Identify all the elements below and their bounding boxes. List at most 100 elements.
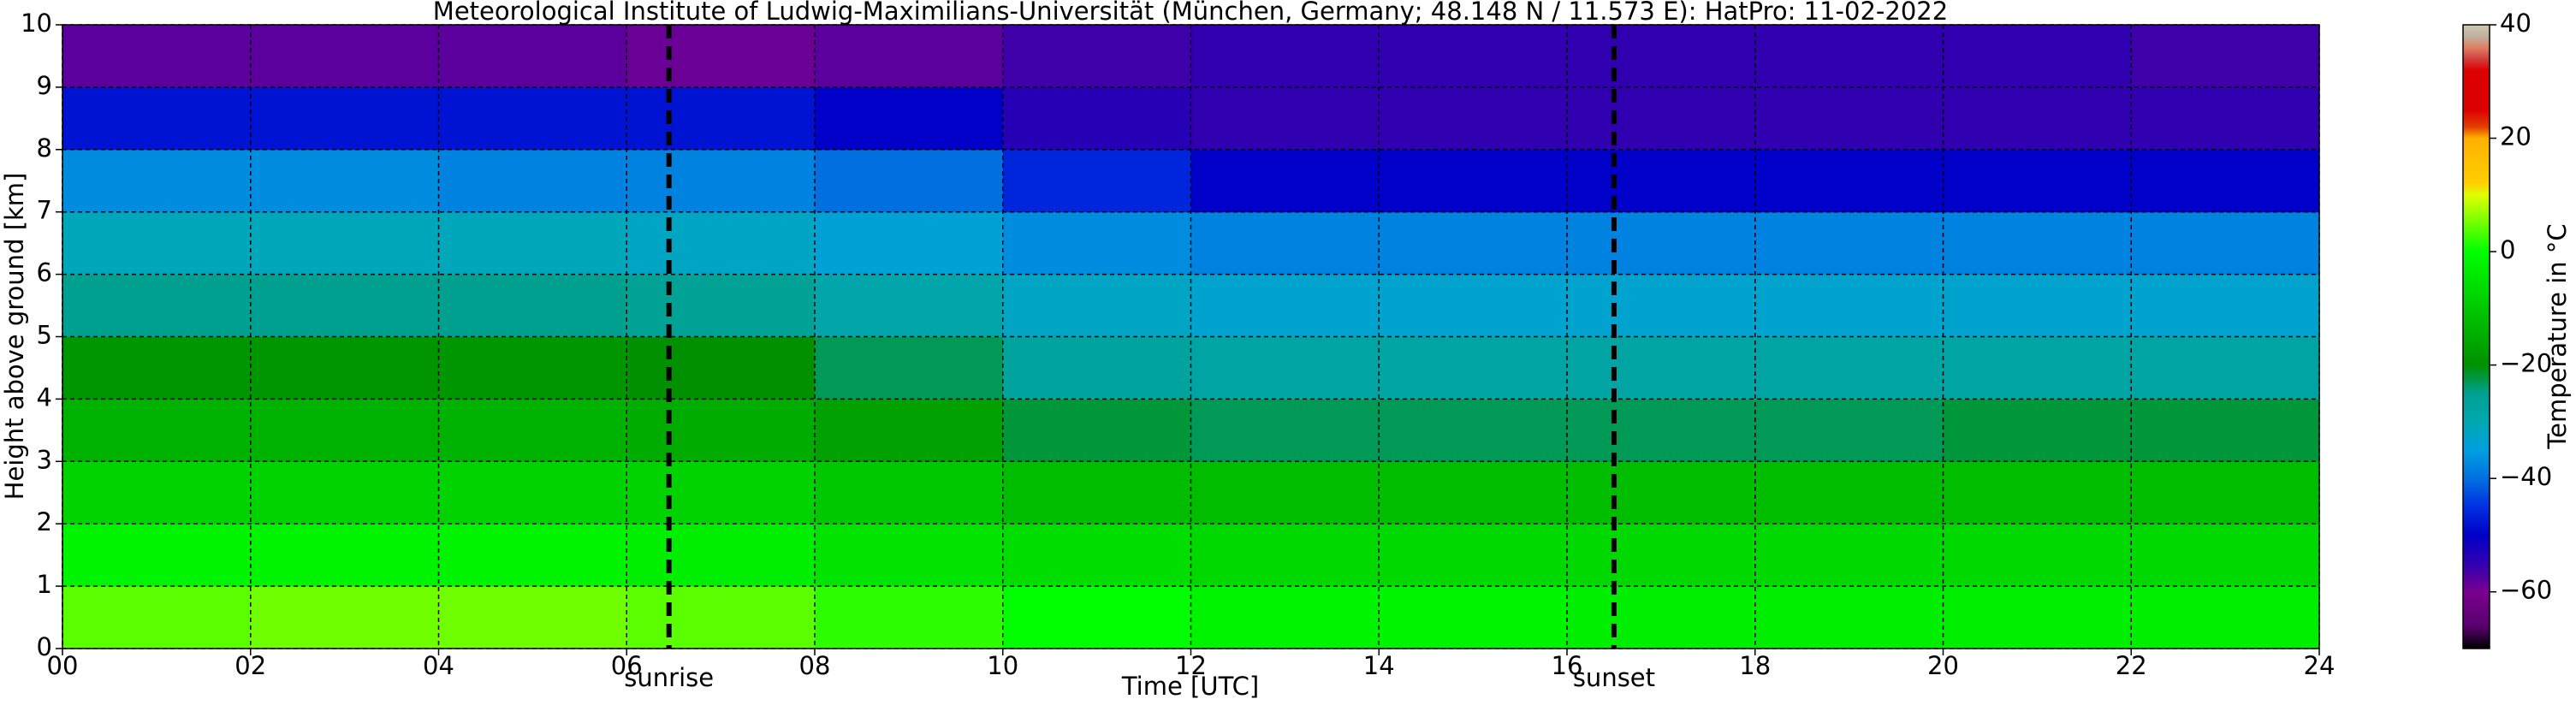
heatmap-cell bbox=[1190, 149, 1380, 213]
heatmap-cell bbox=[250, 336, 439, 400]
heatmap-cell bbox=[438, 25, 627, 88]
colorbar-tick-label: −60 bbox=[2500, 576, 2552, 605]
heatmap-cell bbox=[1943, 274, 2132, 337]
heatmap-cell bbox=[2131, 274, 2320, 337]
heatmap-cell bbox=[1190, 211, 1380, 275]
x-tick-label: 12 bbox=[1175, 651, 1207, 680]
event-label: sunset bbox=[1573, 663, 1655, 692]
heatmap-cell bbox=[2131, 461, 2320, 524]
y-tick-label: 5 bbox=[37, 321, 52, 350]
heatmap-cell bbox=[250, 274, 439, 337]
heatmap-cell bbox=[1943, 336, 2132, 400]
heatmap-cell bbox=[1567, 25, 1756, 88]
heatmap-cell bbox=[438, 586, 627, 649]
x-tick-label: 18 bbox=[1739, 651, 1771, 680]
y-tick-label: 7 bbox=[37, 196, 52, 225]
heatmap-cell bbox=[1754, 25, 1944, 88]
heatmap-cell bbox=[1567, 336, 1756, 400]
heatmap-cell bbox=[2131, 336, 2320, 400]
heatmap-cell bbox=[438, 461, 627, 524]
y-tick-label: 8 bbox=[37, 133, 52, 163]
plot-frame bbox=[62, 24, 2320, 649]
heatmap-cell bbox=[626, 149, 816, 213]
heatmap-cell bbox=[1190, 86, 1380, 151]
heatmap-cell bbox=[1002, 399, 1191, 462]
heatmap-cell bbox=[1002, 461, 1191, 524]
heatmap-cell bbox=[1190, 399, 1380, 462]
x-tick-label: 04 bbox=[423, 651, 454, 680]
heatmap-cell bbox=[1379, 25, 1568, 88]
heatmap-cell bbox=[1567, 524, 1756, 587]
y-tick-label: 9 bbox=[37, 71, 52, 100]
y-tick-label: 0 bbox=[37, 632, 52, 661]
heatmap-cell bbox=[1754, 461, 1944, 524]
heatmap-cell bbox=[626, 211, 816, 275]
heatmap-cell bbox=[1754, 336, 1944, 400]
heatmap-cell bbox=[62, 461, 252, 524]
heatmap-cell bbox=[1567, 149, 1756, 213]
heatmap-cell bbox=[1190, 274, 1380, 337]
x-tick-label: 22 bbox=[2116, 651, 2147, 680]
heatmap-cell bbox=[2131, 149, 2320, 213]
colorbar-label: Temperature in °C bbox=[2543, 223, 2572, 449]
heatmap-cell bbox=[626, 274, 816, 337]
colorbar-tick-label: −40 bbox=[2500, 462, 2552, 491]
heatmap-cell bbox=[438, 336, 627, 400]
heatmap-cell bbox=[1943, 399, 2132, 462]
x-tick-label: 02 bbox=[234, 651, 266, 680]
heatmap-cell bbox=[438, 149, 627, 213]
y-tick-label: 6 bbox=[37, 258, 52, 287]
x-tick-label: 10 bbox=[987, 651, 1018, 680]
heatmap-cell bbox=[1002, 336, 1191, 400]
heatmap-cell bbox=[815, 274, 1004, 337]
colorbar-tick-label: −20 bbox=[2500, 349, 2552, 378]
heatmap-cell bbox=[1379, 86, 1568, 151]
colorbar-tick-label: 20 bbox=[2500, 122, 2531, 151]
y-tick-label: 2 bbox=[37, 507, 52, 536]
heatmap-cell bbox=[1379, 211, 1568, 275]
heatmap-cell bbox=[626, 524, 816, 587]
heatmap-cell bbox=[1379, 399, 1568, 462]
heatmap-cell bbox=[815, 524, 1004, 587]
x-tick-label: 00 bbox=[47, 651, 79, 680]
heatmap-cell bbox=[2131, 25, 2320, 88]
heatmap-cell bbox=[1002, 25, 1191, 88]
heatmap-cell bbox=[62, 149, 252, 213]
heatmap bbox=[62, 25, 2320, 649]
heatmap-cell bbox=[1190, 25, 1380, 88]
heatmap-cell bbox=[2131, 211, 2320, 275]
heatmap-cell bbox=[815, 25, 1004, 88]
heatmap-cell bbox=[250, 586, 439, 649]
heatmap-cell bbox=[438, 399, 627, 462]
x-tick-label: 24 bbox=[2304, 651, 2336, 680]
x-tick-label: 16 bbox=[1552, 651, 1583, 680]
heatmap-cell bbox=[815, 399, 1004, 462]
heatmap-cell bbox=[250, 399, 439, 462]
heatmap-cell bbox=[1190, 586, 1380, 649]
heatmap-cell bbox=[626, 586, 816, 649]
heatmap-cell bbox=[438, 211, 627, 275]
heatmap-cell bbox=[1943, 524, 2132, 587]
heatmap-cell bbox=[815, 586, 1004, 649]
heatmap-cell bbox=[1002, 524, 1191, 587]
heatmap-cell bbox=[1754, 211, 1944, 275]
heatmap-cell bbox=[1943, 25, 2132, 88]
heatmap-cell bbox=[1002, 274, 1191, 337]
chart-title: Meteorological Institute of Ludwig-Maxim… bbox=[433, 0, 1948, 26]
y-tick-label: 1 bbox=[37, 570, 52, 599]
heatmap-cell bbox=[626, 461, 816, 524]
heatmap-cell bbox=[1754, 86, 1944, 151]
heatmap-cell bbox=[1190, 524, 1380, 587]
heatmap-cell bbox=[2131, 524, 2320, 587]
heatmap-cell bbox=[1567, 274, 1756, 337]
heatmap-cell bbox=[1754, 274, 1944, 337]
heatmap-cell bbox=[62, 586, 252, 649]
heatmap-cell bbox=[250, 461, 439, 524]
heatmap-cell bbox=[626, 399, 816, 462]
heatmap-cell bbox=[250, 524, 439, 587]
x-tick-label: 14 bbox=[1363, 651, 1395, 680]
heatmap-cell bbox=[1379, 149, 1568, 213]
heatmap-cell bbox=[1567, 86, 1756, 151]
y-tick-label: 4 bbox=[37, 382, 52, 412]
heatmap-cell bbox=[1943, 86, 2132, 151]
